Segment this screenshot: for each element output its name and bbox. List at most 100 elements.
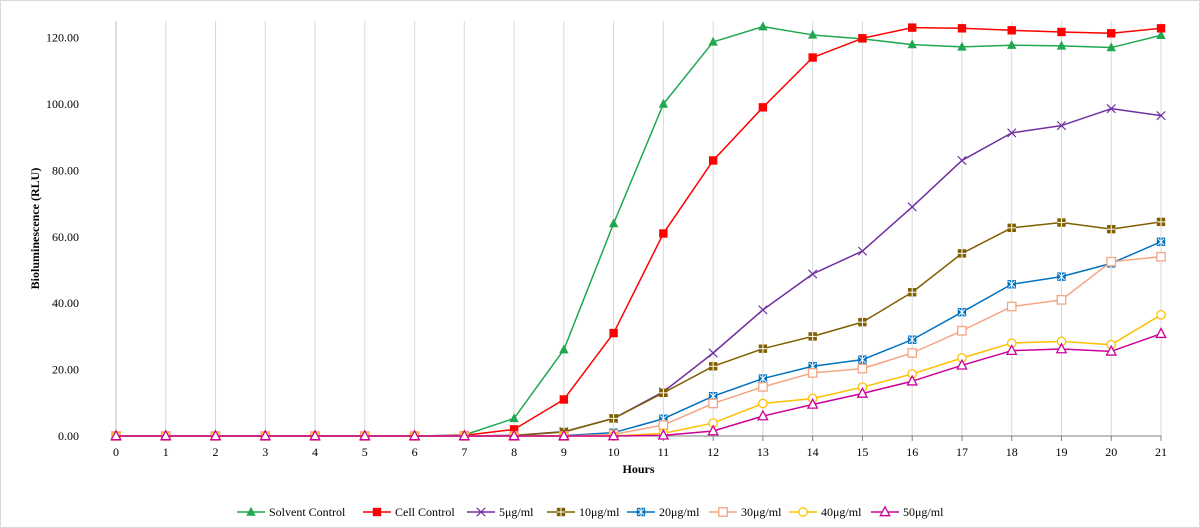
data-point bbox=[858, 317, 867, 327]
data-point bbox=[259, 429, 272, 441]
data-point bbox=[1056, 120, 1067, 131]
y-tick-label: 40.00 bbox=[52, 296, 79, 310]
legend-label: 10μg/ml bbox=[579, 505, 620, 519]
x-tick-label: 0 bbox=[113, 445, 119, 459]
legend-item: 30μg/ml bbox=[709, 505, 782, 519]
x-tick-label: 17 bbox=[956, 445, 968, 459]
legend-label: 20μg/ml bbox=[659, 505, 700, 519]
data-point bbox=[1057, 218, 1066, 227]
series-3 bbox=[111, 217, 1166, 441]
x-tick-label: 10 bbox=[608, 445, 620, 459]
legend-label: 30μg/ml bbox=[741, 505, 782, 519]
legend-label: 50μg/ml bbox=[903, 505, 944, 519]
data-point bbox=[1057, 272, 1066, 281]
series-4 bbox=[111, 237, 1166, 441]
data-point bbox=[957, 155, 967, 166]
y-tick-label: 120.00 bbox=[46, 31, 79, 45]
data-point bbox=[1106, 256, 1117, 267]
data-point bbox=[807, 29, 818, 39]
series-1 bbox=[111, 23, 1166, 441]
data-point bbox=[758, 382, 768, 392]
x-tick-label: 19 bbox=[1055, 445, 1067, 459]
data-point bbox=[857, 363, 868, 374]
data-point bbox=[1155, 327, 1167, 339]
data-point bbox=[458, 429, 471, 441]
data-point bbox=[558, 429, 570, 441]
data-point bbox=[509, 425, 519, 434]
data-point bbox=[907, 23, 917, 32]
x-axis-title: Hours bbox=[622, 462, 654, 476]
data-point bbox=[1156, 30, 1166, 39]
x-tick-label: 12 bbox=[707, 445, 719, 459]
data-point bbox=[758, 103, 768, 112]
data-point bbox=[1106, 104, 1116, 114]
legend-marker bbox=[718, 507, 728, 517]
data-point bbox=[608, 218, 619, 228]
data-point bbox=[758, 398, 768, 409]
y-axis-ticks: 0.00 20.00 40.00 60.00 80.00 100.00 120.00 bbox=[46, 31, 79, 443]
data-point bbox=[559, 344, 569, 354]
x-tick-label: 13 bbox=[757, 445, 769, 459]
legend-marker bbox=[636, 507, 646, 517]
data-point bbox=[957, 24, 967, 33]
data-point bbox=[957, 325, 967, 336]
legend-label: Solvent Control bbox=[269, 505, 346, 519]
y-tick-label: 80.00 bbox=[52, 163, 79, 177]
y-tick-label: 20.00 bbox=[52, 363, 79, 377]
data-point bbox=[807, 368, 818, 378]
data-point bbox=[957, 249, 967, 258]
legend-item: 5μg/ml bbox=[467, 505, 534, 519]
data-point bbox=[1007, 280, 1016, 289]
x-tick-label: 9 bbox=[561, 445, 567, 459]
y-axis-title: Bioluminescence (RLU) bbox=[28, 168, 42, 290]
data-point bbox=[808, 269, 818, 279]
series-line bbox=[116, 314, 1162, 437]
data-point bbox=[907, 348, 918, 358]
x-tick-label: 16 bbox=[906, 445, 918, 459]
data-point bbox=[758, 305, 768, 315]
legend-label: 40μg/ml bbox=[821, 505, 862, 519]
x-tick-label: 18 bbox=[1006, 445, 1018, 459]
legend-marker bbox=[476, 507, 486, 517]
data-point bbox=[408, 429, 421, 441]
data-point bbox=[758, 374, 768, 383]
data-point bbox=[708, 391, 718, 401]
series-6 bbox=[111, 309, 1166, 441]
data-point bbox=[609, 414, 618, 423]
data-point bbox=[858, 34, 867, 43]
x-axis-ticks: 0 1 2 3 4 5 6 7 8 9 10 11 12 13 14 15 16 17 18 19 20 21 bbox=[113, 436, 1167, 459]
legend-marker bbox=[798, 507, 808, 517]
x-tick-label: 5 bbox=[362, 445, 368, 459]
data-point bbox=[708, 398, 718, 409]
chart-legend: Solvent Control Cell Control 5μg/ml 10μg/ml… bbox=[237, 505, 944, 519]
x-tick-label: 3 bbox=[262, 445, 268, 459]
legend-item: 50μg/ml bbox=[871, 505, 944, 519]
legend-item: 10μg/ml bbox=[547, 505, 620, 519]
gridlines bbox=[115, 21, 1162, 436]
x-tick-label: 1 bbox=[163, 445, 169, 459]
series-line bbox=[116, 107, 1162, 437]
data-point bbox=[1156, 217, 1166, 227]
legend-marker bbox=[879, 505, 891, 517]
series-2 bbox=[111, 104, 1166, 441]
series-7 bbox=[110, 327, 1167, 441]
legend-label: Cell Control bbox=[395, 505, 455, 519]
data-point bbox=[609, 328, 618, 338]
data-point bbox=[1156, 251, 1166, 262]
data-point bbox=[209, 429, 222, 441]
data-point bbox=[309, 429, 321, 441]
data-point bbox=[708, 156, 718, 165]
data-point bbox=[659, 388, 668, 398]
series-lines bbox=[110, 21, 1167, 441]
data-point bbox=[957, 41, 967, 51]
data-point bbox=[1107, 29, 1116, 38]
data-point bbox=[906, 374, 918, 386]
x-tick-label: 4 bbox=[312, 445, 318, 459]
data-point bbox=[1007, 26, 1016, 35]
data-point bbox=[1007, 223, 1016, 233]
data-point bbox=[509, 413, 519, 423]
data-point bbox=[659, 229, 668, 238]
y-tick-label: 60.00 bbox=[52, 230, 79, 244]
data-point bbox=[658, 98, 669, 108]
data-point bbox=[857, 246, 868, 256]
